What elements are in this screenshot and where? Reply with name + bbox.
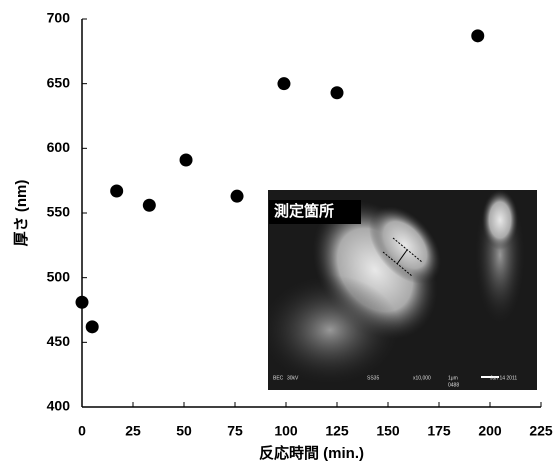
y-tick-label: 450 — [47, 333, 71, 349]
point — [231, 190, 244, 203]
x-tick-label: 175 — [427, 423, 451, 439]
point — [143, 199, 156, 212]
point — [277, 77, 290, 90]
inset-caption: x10,000 — [413, 375, 431, 381]
y-tick-label: 700 — [47, 10, 71, 26]
x-tick-label: 0 — [78, 423, 86, 439]
inset-caption: 0488 — [448, 382, 459, 388]
x-tick-label: 50 — [176, 423, 192, 439]
x-tick-label: 25 — [125, 423, 141, 439]
point — [180, 153, 193, 166]
y-tick-label: 400 — [47, 398, 71, 414]
x-tick-label: 125 — [325, 423, 349, 439]
y-axis-label: 厚さ (nm) — [13, 180, 30, 247]
point — [331, 86, 344, 99]
inset-label: 測定箇所 — [274, 202, 334, 220]
y-tick-label: 500 — [47, 268, 71, 284]
inset-caption: 30kV — [287, 375, 299, 381]
inset-caption: Jan 14 2011 — [490, 375, 517, 381]
x-tick-label: 75 — [227, 423, 243, 439]
y-tick-label: 600 — [47, 139, 71, 155]
point — [110, 185, 123, 198]
x-tick-label: 225 — [529, 423, 553, 439]
inset-caption: BEC — [273, 375, 284, 381]
x-tick-label: 100 — [274, 423, 298, 439]
y-tick-label: 650 — [47, 74, 71, 90]
x-tick-label: 200 — [478, 423, 502, 439]
inset-caption: 1μm — [448, 375, 458, 381]
inset-caption: SS35 — [367, 375, 379, 381]
point — [86, 320, 99, 333]
y-tick-label: 550 — [47, 204, 71, 220]
point — [471, 29, 484, 42]
point — [76, 296, 89, 309]
x-tick-label: 150 — [376, 423, 400, 439]
x-axis-label: 反応時間 (min.) — [259, 444, 364, 462]
chart: 測定箇所 BEC30kV SS35 x10,000 1μm0488 Jan 14 201… — [0, 0, 559, 466]
